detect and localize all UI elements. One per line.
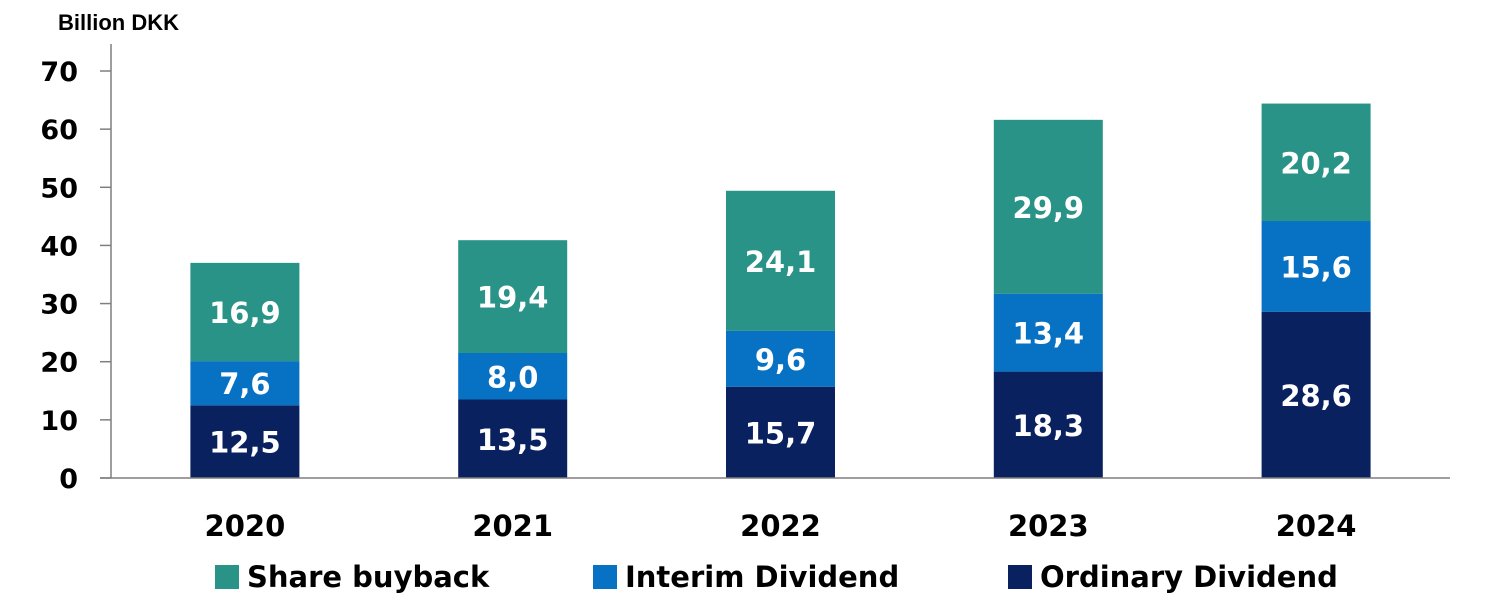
y-tick-label: 50 xyxy=(40,173,78,204)
bar-segment xyxy=(726,190,835,331)
bar-segment xyxy=(458,352,568,400)
bar-segment xyxy=(190,405,300,478)
data-label: 9,6 xyxy=(755,343,806,377)
data-label: 28,6 xyxy=(1280,379,1352,413)
x-tick-label: 2020 xyxy=(205,509,286,543)
data-label: 24,1 xyxy=(745,245,817,279)
unit-label: Billion DKK xyxy=(58,10,179,35)
y-tick-label: 70 xyxy=(40,57,78,88)
data-label: 13,5 xyxy=(477,423,549,457)
data-label: 8,0 xyxy=(487,360,538,394)
data-label: 16,9 xyxy=(209,296,281,330)
data-label: 15,7 xyxy=(745,416,817,450)
bar-segment xyxy=(1261,103,1371,222)
data-label: 20,2 xyxy=(1280,146,1352,180)
data-label: 7,6 xyxy=(219,367,270,401)
y-tick-label: 0 xyxy=(59,464,78,495)
data-label: 15,6 xyxy=(1280,250,1352,284)
data-label: 18,3 xyxy=(1013,409,1085,443)
bar-segment xyxy=(190,262,300,362)
bar-segment xyxy=(1261,311,1371,478)
data-label: 19,4 xyxy=(477,281,549,315)
bar-segment xyxy=(993,371,1103,478)
data-label: 29,9 xyxy=(1013,191,1085,225)
legend-swatch xyxy=(593,565,617,589)
legend-label: Share buyback xyxy=(247,560,490,594)
legend-swatch xyxy=(1008,565,1032,589)
bar-segment xyxy=(458,399,568,478)
data-label: 12,5 xyxy=(209,426,281,460)
bar-segment xyxy=(726,330,835,387)
x-tick-label: 2021 xyxy=(472,509,553,543)
legend-label: Interim Dividend xyxy=(625,560,899,594)
x-tick-label: 2024 xyxy=(1276,509,1357,543)
bar-segment xyxy=(993,119,1103,294)
x-tick-label: 2022 xyxy=(740,509,821,543)
legend-swatch xyxy=(215,565,239,589)
legend-label: Ordinary Dividend xyxy=(1040,560,1338,594)
bar-segment xyxy=(726,386,835,478)
y-tick-label: 10 xyxy=(40,406,78,437)
bar-segment xyxy=(190,361,300,406)
bar-segment xyxy=(458,240,568,353)
data-label: 13,4 xyxy=(1013,317,1085,351)
bar-segment xyxy=(993,293,1103,372)
bar-segment xyxy=(1261,221,1371,312)
y-tick-label: 20 xyxy=(40,348,78,379)
x-tick-label: 2023 xyxy=(1008,509,1089,543)
y-tick-label: 30 xyxy=(40,290,78,321)
y-tick-label: 40 xyxy=(40,231,78,262)
y-tick-label: 60 xyxy=(40,115,78,146)
